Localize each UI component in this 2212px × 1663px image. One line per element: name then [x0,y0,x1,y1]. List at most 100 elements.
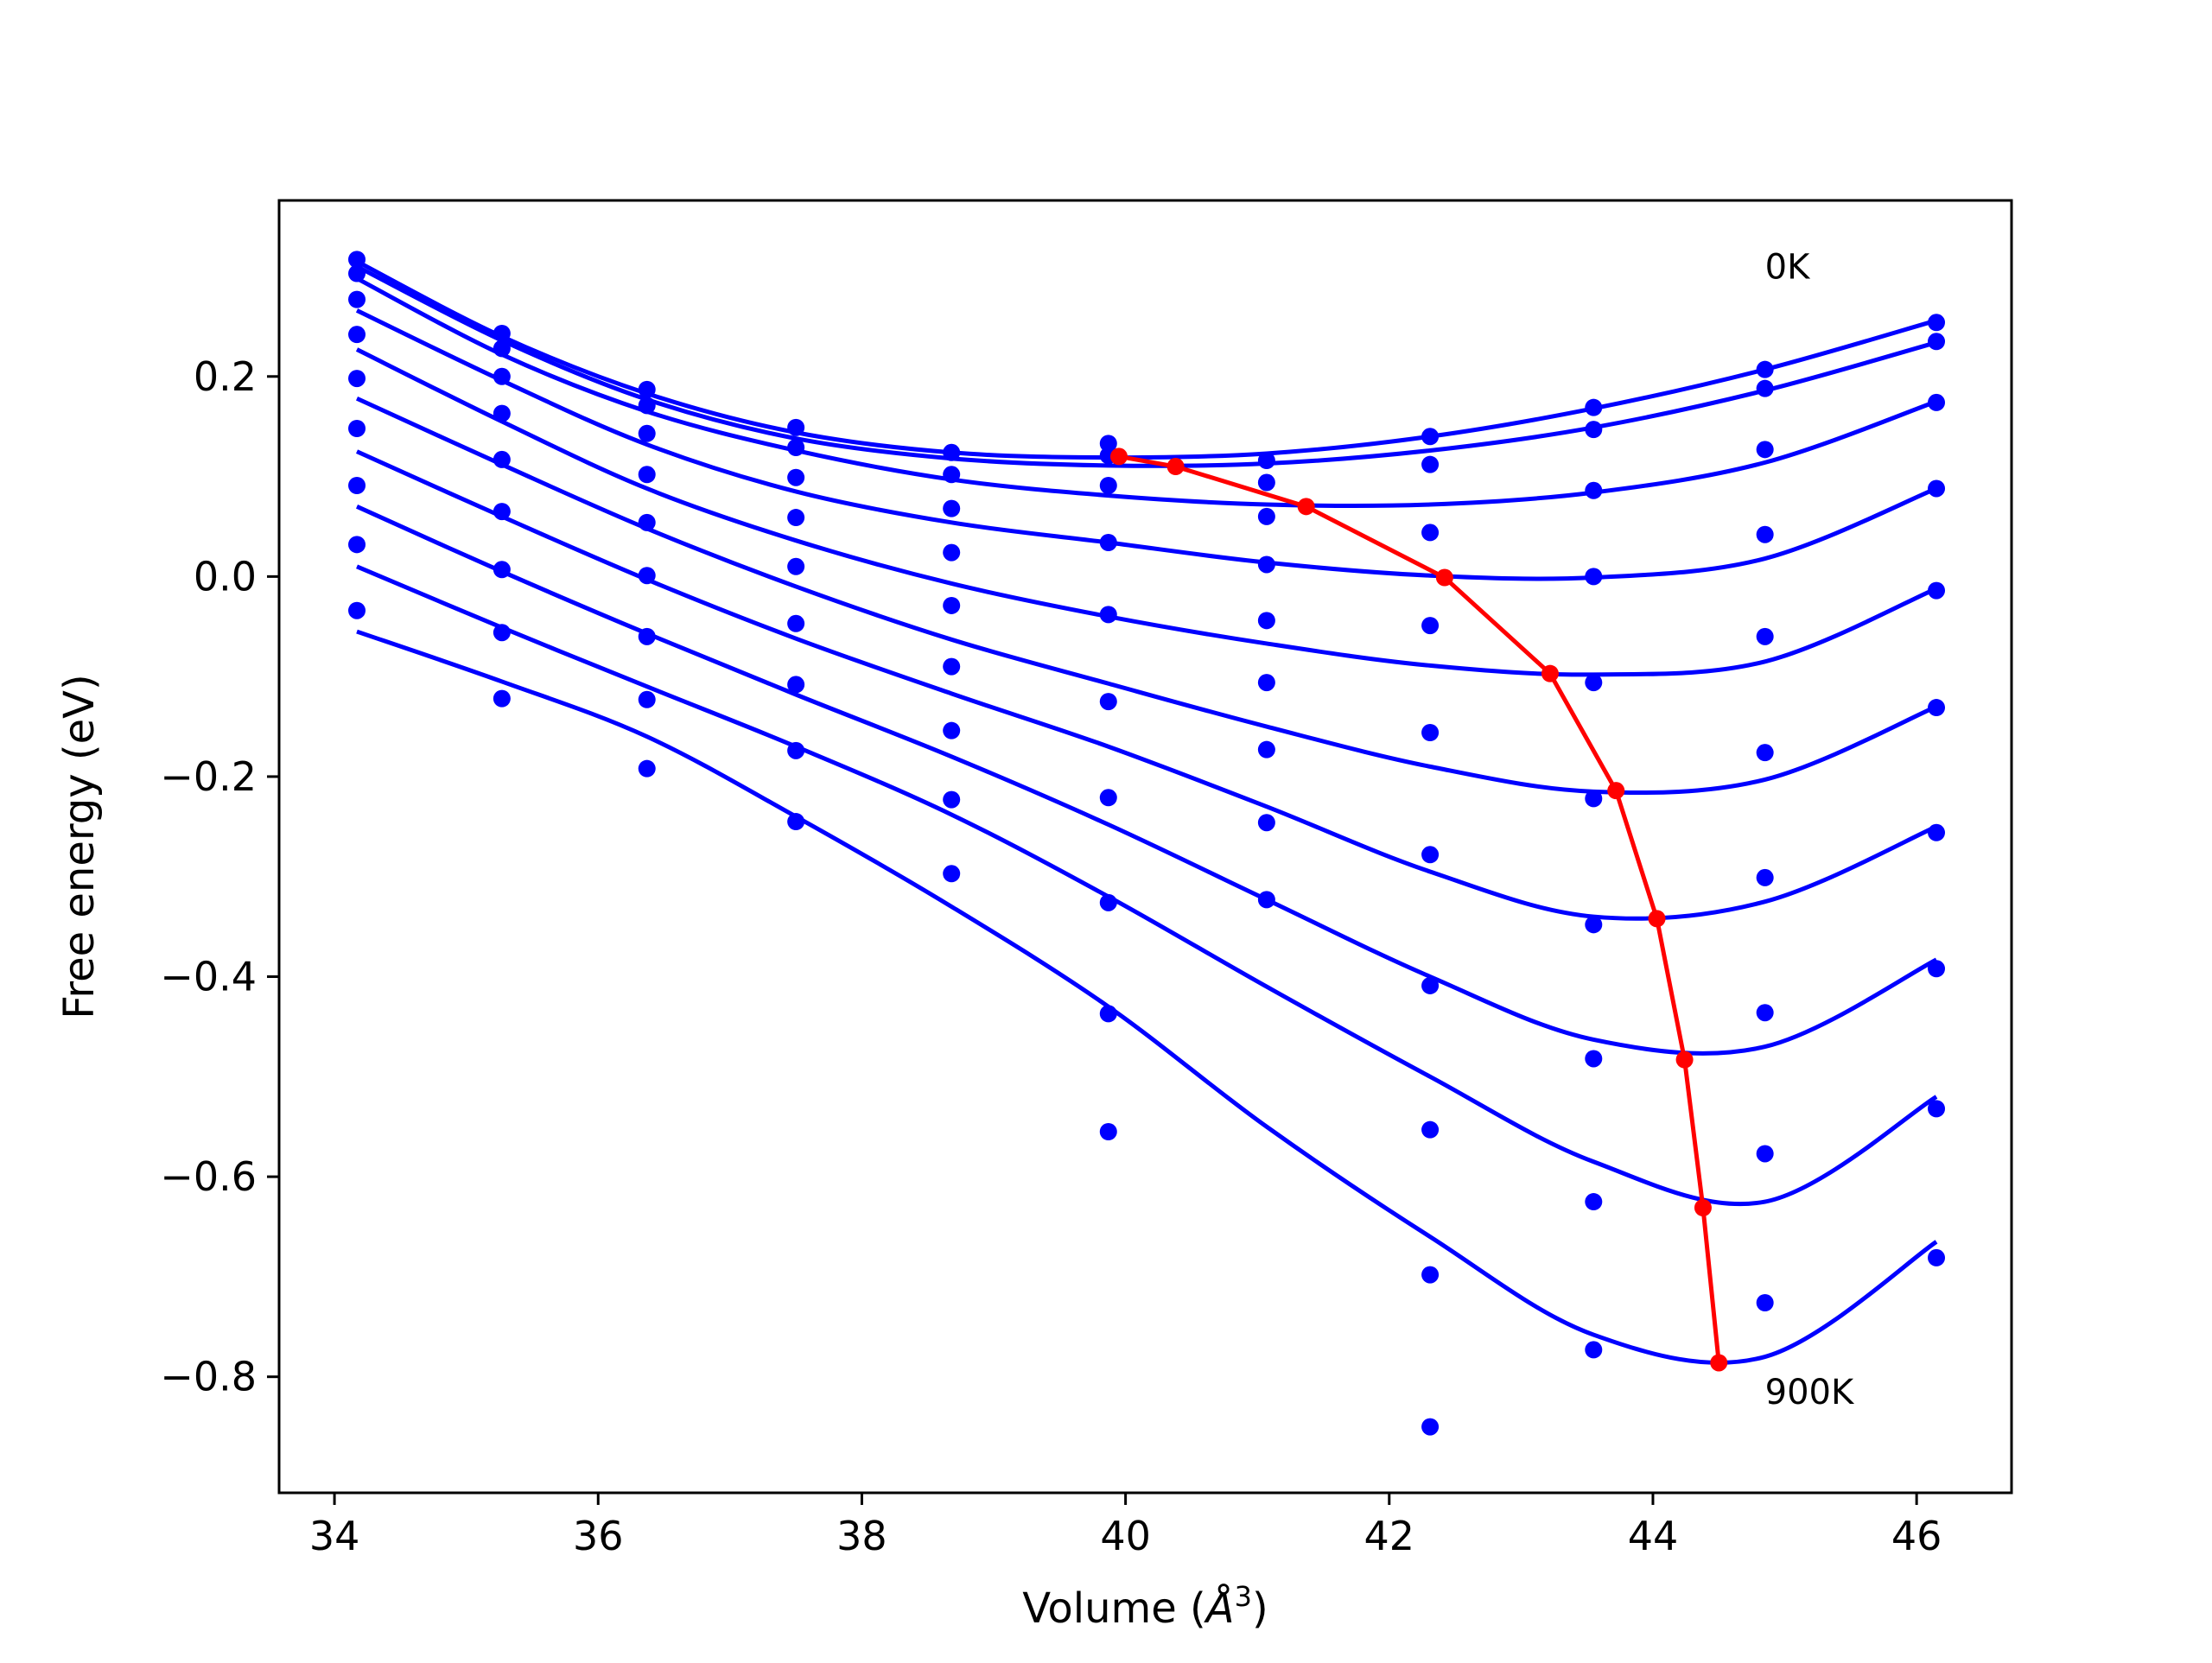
data-point [787,813,805,831]
data-point [1928,1248,1946,1266]
y-tick-label: −0.2 [160,753,257,800]
y-axis-ticks: 0.2 0.0 −0.2 −0.4 −0.6 −0.8 [160,353,279,1400]
data-point [1099,693,1117,711]
data-point [348,251,366,269]
data-point [493,624,511,642]
data-point [1099,435,1117,453]
data-point [1099,477,1117,494]
data-point [1099,893,1117,911]
x-tick-label: 36 [573,1513,624,1559]
data-point [1421,455,1440,473]
fit-curve-1 [355,264,1937,468]
x-tick-label: 46 [1891,1513,1942,1559]
data-point [1257,612,1275,630]
data-point [1928,1100,1946,1118]
fit-curve-6 [356,449,1938,921]
data-point [943,543,961,562]
fit-curve-5 [355,396,1938,796]
data-point [787,439,805,456]
data-point [1928,699,1946,717]
temperature-annotation: 900K [1765,1373,1855,1412]
data-point [638,567,656,585]
minimum-point [1109,447,1128,466]
data-point [638,513,656,531]
data-point [1756,525,1774,543]
plot-frame [277,199,2013,1495]
data-point [348,370,366,388]
x-tick-label: 38 [836,1513,887,1559]
data-point [1928,314,1946,332]
data-point [787,741,805,759]
data-point [638,397,656,415]
fit-curve-4 [355,347,1938,677]
data-point [1257,814,1275,832]
x-tick-label: 44 [1628,1513,1679,1559]
data-point [1756,1145,1774,1163]
data-point [1585,790,1603,808]
data-point [348,290,366,308]
y-axis-label: Free energy (eV) [55,674,104,1019]
data-point [943,596,961,614]
minimum-point [1541,664,1559,682]
minimum-point [1607,782,1625,800]
data-point [1585,481,1603,499]
data-point [1756,1294,1774,1311]
data-point [943,657,961,676]
data-point [1421,724,1440,741]
data-point [1585,1341,1603,1359]
data-point [1099,606,1117,624]
minimum-path-line [1118,454,1721,1363]
minimum-point [1694,1199,1712,1216]
data-point [1756,1004,1774,1022]
data-point [493,450,511,468]
fit-curve-7 [356,505,1938,1056]
data-point [787,418,805,436]
y-tick-label: −0.4 [160,954,257,1000]
minimum-path [1109,447,1728,1372]
x-tick-label: 34 [309,1513,360,1559]
data-points [348,251,1946,1436]
data-point [1257,473,1275,492]
data-point [1099,534,1117,551]
data-point [943,865,961,883]
data-point [1585,398,1603,416]
data-point [638,380,656,398]
data-point [1257,507,1275,525]
y-tick-label: 0.0 [194,553,257,600]
data-point [493,689,511,708]
data-point [348,326,366,344]
data-point [638,627,656,645]
fit-curve-8 [356,564,1938,1207]
data-point [493,367,511,385]
data-point [348,264,366,282]
data-point [1756,744,1774,762]
data-point [1756,868,1774,886]
data-point [348,477,366,494]
fit-curves [355,259,1938,1365]
minimum-point [1166,458,1185,475]
minimum-point [1297,498,1315,516]
data-point [1756,627,1774,645]
data-point [1756,379,1774,397]
data-point [1756,360,1774,378]
x-tick-label: 40 [1100,1513,1151,1559]
data-point [1585,568,1603,586]
minimum-point [1710,1354,1728,1372]
data-point [348,420,366,437]
data-point [1928,823,1946,841]
data-point [1099,789,1117,807]
data-point [1421,976,1440,994]
data-point [348,536,366,554]
data-point [1585,916,1603,934]
data-point [787,614,805,632]
data-point [943,721,961,739]
data-point [638,466,656,484]
data-point [1421,1120,1440,1139]
data-point [1099,1005,1117,1023]
data-point [1585,421,1603,439]
annotations: 0K 900K [1765,247,1855,1412]
x-axis-ticks: 34 36 38 40 42 44 46 [309,1493,1942,1559]
data-point [1928,479,1946,498]
